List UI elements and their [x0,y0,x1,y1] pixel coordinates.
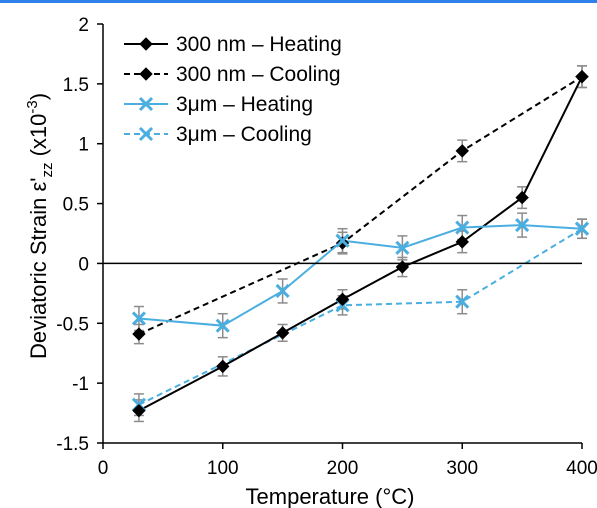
y-axis-title-unit: (x10 [26,114,51,163]
point-3-m-heating [131,311,146,326]
point-300-nm-heating [335,292,350,307]
point-300-nm-cooling [132,327,146,341]
point-300-nm-heating [275,326,290,340]
point-300-nm-cooling [455,144,469,158]
y-axis-title-main: Deviatoric Strain ε' [26,178,51,360]
point-3-m-heating-stroke-b [515,218,530,233]
point-3-m-heating-stroke-b [131,311,146,326]
series-line-300-nm-heating [138,76,583,412]
y-tick-label: 0.5 [63,195,89,216]
series-lines-layer [138,75,583,412]
x-axis-title: Temperature (°C) [246,484,415,508]
legend-label: 300 nm – Heating [176,33,342,56]
series-line-300-nm-cooling [138,75,583,335]
point-3-m-heating [215,318,230,333]
legend-label: 300 nm – Cooling [176,63,341,86]
x-tick-label: 200 [327,458,359,479]
point-3-m-cooling-stroke-b [455,294,470,309]
y-tick-label: -0.5 [56,314,89,335]
legend-label: 3μm – Cooling [176,123,312,146]
point-3-m-heating [574,221,590,236]
legend-swatch-marker [138,96,154,112]
series-line-3-m-heating [138,224,583,327]
y-axis-title: Deviatoric Strain ε'zz (x10-3) [24,93,56,359]
point-3-m-heating [275,283,290,299]
point-3-m-heating [455,220,470,235]
y-axis-title-unit-close: ) [26,93,51,100]
point-3-m-heating [515,218,530,233]
point-300-nm-heating [575,69,589,84]
point-3-m-heating-stroke-b [395,240,410,255]
point-3-m-heating [395,240,410,255]
x-tick-label: 0 [98,458,109,479]
legend-swatch-marker-stroke-b [138,126,154,142]
y-tick-label: 1.5 [63,75,89,96]
point-3-m-heating [335,233,350,248]
point-300-nm-heating [455,235,469,249]
legend-swatch-marker [139,67,153,81]
tick-labels-layer: -1.5 -1 -0.5 0 0.5 1 1.5 2 0 100 200 300 400 [56,15,597,479]
point-3-m-heating-stroke-b [215,318,230,333]
legend: 300 nm – Heating 300 nm – Cooling 3μm – He… [124,33,342,146]
y-axis-title-subscript: zz [39,163,56,178]
legend-swatch-marker [139,37,153,51]
y-tick-label: 0 [78,254,89,275]
legend-item-300-nm-heating: 300 nm – Heating [124,33,342,56]
legend-label: 3μm – Heating [176,93,313,116]
axes-layer [97,23,583,449]
legend-item-300-nm-cooling: 300 nm – Cooling [124,63,341,86]
legend-swatch-marker [138,126,154,142]
y-axis-title-superscript: -3 [24,100,41,113]
legend-item-3-m-cooling: 3μm – Cooling [124,123,312,146]
point-300-nm-heating [132,403,146,418]
x-tick-label: 300 [446,458,478,479]
point-300-nm-cooling [335,236,350,250]
legend-swatch-marker-stroke-b [138,96,154,112]
markers-layer [131,69,590,418]
series-line-3-m-cooling [138,227,583,406]
top-border-strip [0,0,597,3]
y-tick-label: 2 [78,15,89,36]
point-3-m-heating-stroke-b [455,220,470,235]
point-300-nm-heating [515,190,529,205]
x-tick-label: 400 [566,458,597,479]
legend-item-3-m-heating: 3μm – Heating [124,93,313,116]
point-300-nm-heating [216,359,230,374]
point-3-m-heating-stroke-b [275,283,290,299]
point-3-m-cooling [455,294,470,309]
point-3-m-heating-stroke-b [335,233,350,248]
y-tick-label: -1 [72,374,89,395]
x-tick-label: 100 [207,458,239,479]
y-tick-label: 1 [78,135,89,156]
y-tick-label: -1.5 [56,434,89,455]
point-3-m-heating-stroke-b [574,221,590,236]
